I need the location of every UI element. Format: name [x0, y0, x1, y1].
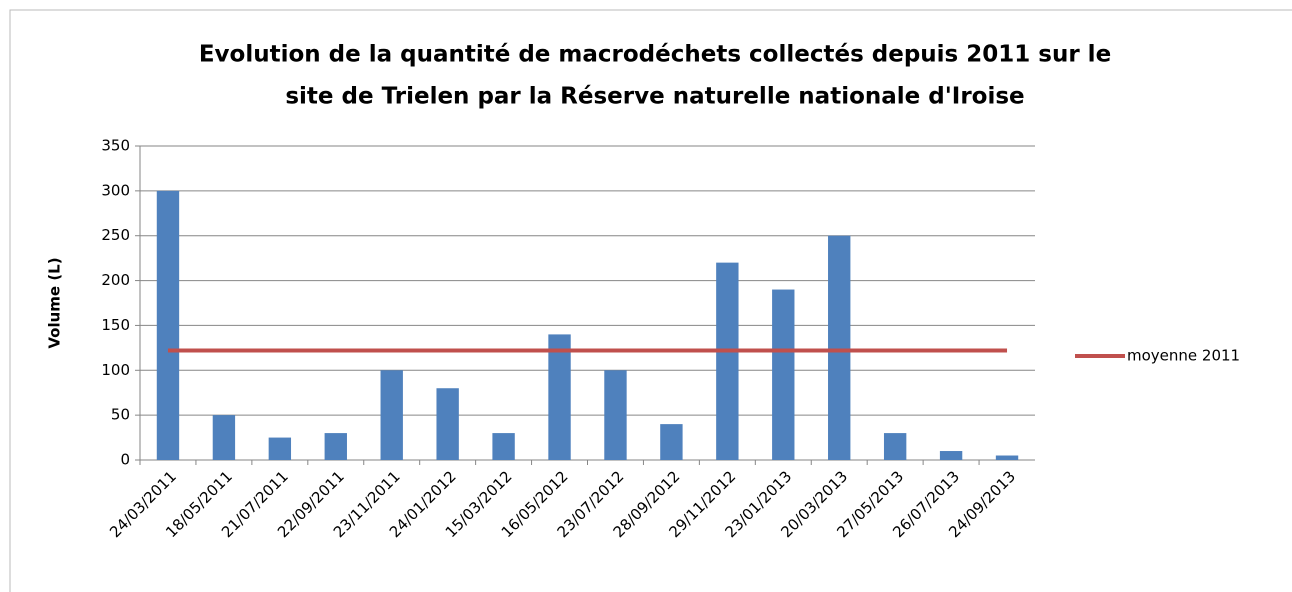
- y-axis-label: Volume (L): [46, 257, 64, 348]
- y-tick-label: 300: [101, 181, 130, 199]
- bar: [548, 334, 571, 460]
- bar: [772, 289, 795, 460]
- bar: [828, 235, 851, 460]
- bar: [324, 433, 347, 460]
- y-tick-label: 150: [101, 316, 130, 334]
- legend-label: moyenne 2011: [1127, 347, 1240, 365]
- bar: [716, 262, 739, 460]
- chart-title: Evolution de la quantité de macrodéchets…: [199, 42, 1111, 68]
- y-tick-label: 250: [101, 226, 130, 244]
- bar: [380, 370, 403, 460]
- y-tick-label: 0: [120, 451, 130, 469]
- bar: [436, 388, 459, 460]
- bar: [156, 190, 180, 460]
- chart-title: site de Trielen par la Réserve naturelle…: [285, 84, 1024, 110]
- chart-frame: [9, 9, 1292, 592]
- bar: [883, 433, 907, 460]
- y-tick-label: 350: [101, 137, 130, 155]
- bar: [939, 451, 963, 460]
- bar: [995, 455, 1019, 460]
- y-tick-label: 100: [101, 361, 130, 379]
- bar: [268, 437, 292, 460]
- bar: [212, 415, 236, 460]
- bar: [660, 424, 683, 460]
- bar: [492, 433, 515, 460]
- y-tick-label: 200: [101, 271, 130, 289]
- y-tick-label: 50: [111, 406, 130, 424]
- bar: [604, 370, 627, 460]
